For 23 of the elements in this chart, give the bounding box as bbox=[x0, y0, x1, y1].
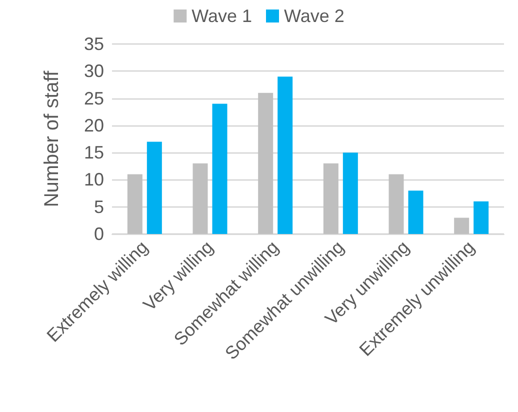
bar bbox=[454, 218, 470, 234]
y-tick-label: 20 bbox=[84, 115, 104, 136]
bar bbox=[258, 92, 274, 234]
y-tick-label: 0 bbox=[94, 224, 104, 244]
bar bbox=[278, 76, 293, 234]
y-axis-title: Number of staff bbox=[41, 70, 63, 208]
y-tick-label: 25 bbox=[84, 88, 104, 108]
bar bbox=[474, 201, 489, 234]
y-tick-label: 5 bbox=[94, 196, 104, 217]
y-tick-label: 10 bbox=[84, 170, 104, 190]
bar bbox=[192, 163, 208, 234]
y-tick-label: 35 bbox=[84, 34, 104, 54]
bar bbox=[408, 190, 424, 234]
y-tick-label: 15 bbox=[84, 142, 104, 163]
bar bbox=[388, 174, 404, 234]
bar bbox=[342, 152, 358, 234]
bar bbox=[212, 104, 228, 234]
bar bbox=[323, 163, 338, 234]
bar bbox=[127, 174, 142, 234]
y-tick-label: 30 bbox=[84, 61, 104, 82]
bar bbox=[146, 142, 162, 234]
legend-label: Wave 1 bbox=[192, 6, 252, 26]
legend-label: Wave 2 bbox=[284, 6, 344, 26]
